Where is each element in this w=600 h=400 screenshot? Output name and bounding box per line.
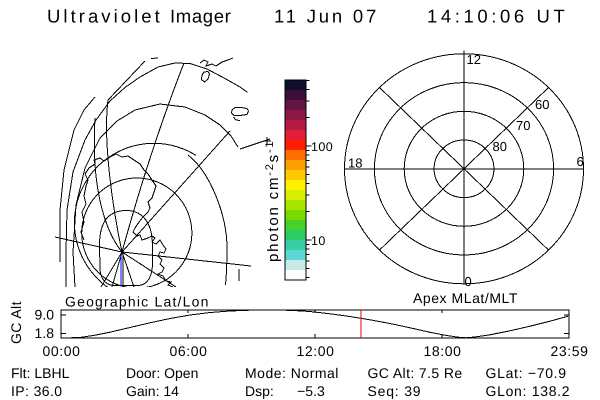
svg-text:100: 100 — [311, 140, 333, 154]
svg-text:GC Alt: 7.5 Re: GC Alt: 7.5 Re — [368, 365, 463, 381]
svg-text:11 Jun 07: 11 Jun 07 — [274, 6, 379, 27]
svg-text:12: 12 — [467, 52, 481, 67]
svg-text:9.0: 9.0 — [35, 307, 55, 323]
svg-text:1.8: 1.8 — [35, 325, 55, 341]
svg-text:80: 80 — [493, 139, 507, 154]
svg-text:14:10:06 UT: 14:10:06 UT — [427, 6, 568, 27]
svg-text:6: 6 — [577, 154, 584, 169]
svg-text:10: 10 — [311, 234, 326, 248]
svg-text:00:00: 00:00 — [42, 343, 80, 359]
svg-text:70: 70 — [516, 118, 530, 133]
svg-text:IP: 36.0: IP: 36.0 — [11, 383, 62, 399]
svg-text:18: 18 — [348, 156, 362, 171]
svg-text:12:00: 12:00 — [296, 343, 334, 359]
svg-text:Apex MLat/MLT: Apex MLat/MLT — [413, 290, 518, 306]
svg-text:GLon: 138.2: GLon: 138.2 — [486, 383, 571, 399]
svg-text:60: 60 — [535, 97, 549, 112]
svg-text:Geographic Lat/Lon: Geographic Lat/Lon — [65, 294, 210, 310]
svg-text:Ultraviolet: Ultraviolet — [47, 5, 163, 26]
svg-text:0: 0 — [465, 274, 472, 289]
svg-text:18:00: 18:00 — [423, 343, 461, 359]
svg-text:Seq: 39: Seq: 39 — [368, 383, 422, 399]
svg-text:06:00: 06:00 — [169, 343, 207, 359]
svg-text:GLat: −70.9: GLat: −70.9 — [486, 365, 567, 381]
svg-text:GC Alt: GC Alt — [8, 301, 24, 344]
svg-text:Door: Open: Door: Open — [126, 365, 198, 381]
svg-text:23:59: 23:59 — [550, 343, 588, 359]
svg-text:Flt: LBHL: Flt: LBHL — [11, 365, 70, 381]
svg-text:Imager: Imager — [170, 5, 231, 26]
svg-text:Gain: 14: Gain: 14 — [126, 383, 179, 399]
svg-text:Dsp: −5.3: Dsp: −5.3 — [245, 383, 325, 399]
svg-text:photon cm-2s-1: photon cm-2s-1 — [264, 140, 282, 262]
svg-text:Mode: Normal: Mode: Normal — [245, 365, 339, 381]
